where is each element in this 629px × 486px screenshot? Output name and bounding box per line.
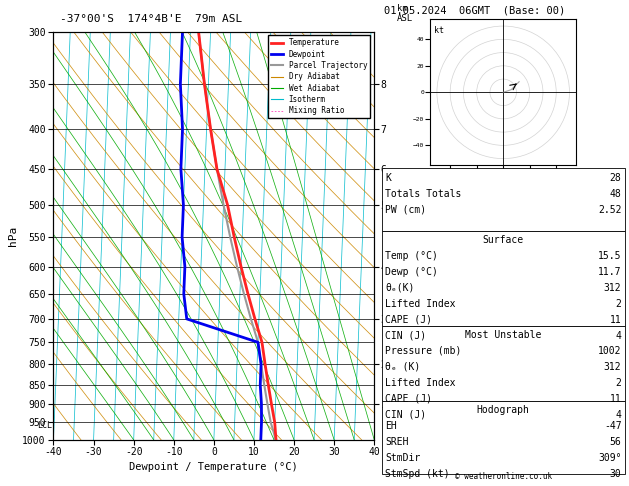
- Text: PW (cm): PW (cm): [385, 205, 426, 215]
- Text: Lifted Index: Lifted Index: [385, 299, 455, 309]
- Text: km
ASL: km ASL: [397, 4, 413, 23]
- Text: 309°: 309°: [598, 453, 621, 463]
- Text: Surface: Surface: [482, 235, 524, 245]
- Text: 48: 48: [610, 189, 621, 199]
- Text: CAPE (J): CAPE (J): [385, 394, 432, 404]
- Legend: Temperature, Dewpoint, Parcel Trajectory, Dry Adiabat, Wet Adiabat, Isotherm, Mi: Temperature, Dewpoint, Parcel Trajectory…: [268, 35, 370, 118]
- Text: 312: 312: [604, 362, 621, 372]
- Text: © weatheronline.co.uk: © weatheronline.co.uk: [455, 472, 552, 481]
- Text: 56: 56: [610, 437, 621, 447]
- Text: SREH: SREH: [385, 437, 408, 447]
- Text: 4: 4: [616, 331, 621, 341]
- Text: StmDir: StmDir: [385, 453, 420, 463]
- Text: 2: 2: [616, 378, 621, 388]
- Text: LCL: LCL: [37, 421, 52, 431]
- Text: 28: 28: [610, 173, 621, 183]
- Text: 2: 2: [616, 299, 621, 309]
- Text: CAPE (J): CAPE (J): [385, 315, 432, 325]
- Y-axis label: hPa: hPa: [8, 226, 18, 246]
- Text: Temp (°C): Temp (°C): [385, 251, 438, 261]
- Text: EH: EH: [385, 421, 397, 431]
- Text: Lifted Index: Lifted Index: [385, 378, 455, 388]
- Text: 11.7: 11.7: [598, 267, 621, 277]
- Text: -37°00'S  174°4B'E  79m ASL: -37°00'S 174°4B'E 79m ASL: [60, 14, 242, 24]
- Text: Pressure (mb): Pressure (mb): [385, 346, 461, 356]
- Text: 312: 312: [604, 283, 621, 293]
- Text: CIN (J): CIN (J): [385, 410, 426, 420]
- X-axis label: Dewpoint / Temperature (°C): Dewpoint / Temperature (°C): [130, 462, 298, 471]
- Text: Totals Totals: Totals Totals: [385, 189, 461, 199]
- Text: 4: 4: [616, 410, 621, 420]
- Text: CIN (J): CIN (J): [385, 331, 426, 341]
- Y-axis label: Mixing Ratio (g/kg): Mixing Ratio (g/kg): [419, 188, 428, 283]
- Text: Most Unstable: Most Unstable: [465, 330, 542, 340]
- Text: 2.52: 2.52: [598, 205, 621, 215]
- Text: K: K: [385, 173, 391, 183]
- Text: 11: 11: [610, 394, 621, 404]
- Text: 11: 11: [610, 315, 621, 325]
- Text: θₑ (K): θₑ (K): [385, 362, 420, 372]
- Text: 30: 30: [610, 469, 621, 479]
- Text: Hodograph: Hodograph: [477, 405, 530, 415]
- Text: Dewp (°C): Dewp (°C): [385, 267, 438, 277]
- Text: kt: kt: [434, 26, 444, 35]
- Text: StmSpd (kt): StmSpd (kt): [385, 469, 450, 479]
- Text: 01.05.2024  06GMT  (Base: 00): 01.05.2024 06GMT (Base: 00): [384, 6, 565, 16]
- Text: -47: -47: [604, 421, 621, 431]
- Text: θₑ(K): θₑ(K): [385, 283, 415, 293]
- Text: 15.5: 15.5: [598, 251, 621, 261]
- Text: 1002: 1002: [598, 346, 621, 356]
